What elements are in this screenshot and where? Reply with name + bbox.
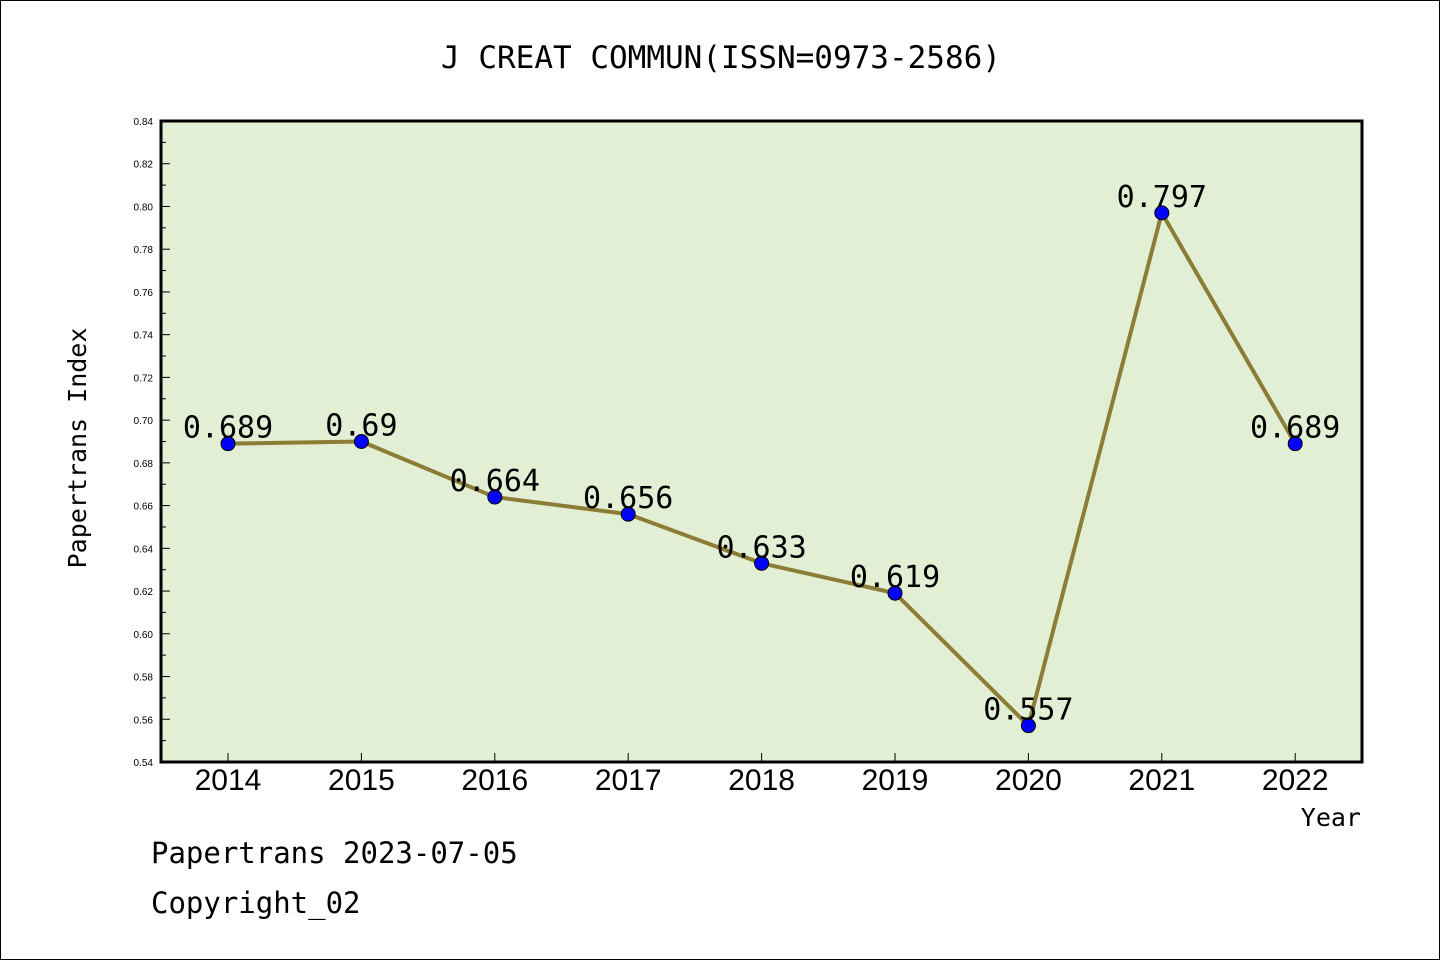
x-tick-label: 2019 — [862, 764, 929, 797]
x-tick-label: 2021 — [1128, 764, 1195, 797]
x-tick-label: 2022 — [1262, 764, 1329, 797]
data-label: 0.633 — [716, 530, 806, 565]
footer-copyright: Copyright_02 — [151, 886, 361, 920]
x-tick-label: 2017 — [595, 764, 662, 797]
y-tick-label: 0.68 — [134, 459, 154, 470]
data-point — [620, 506, 636, 522]
y-tick-label: 0.66 — [134, 502, 154, 513]
data-point — [754, 555, 770, 571]
data-point — [220, 436, 236, 452]
y-tick-label: 0.70 — [134, 416, 154, 427]
y-tick-label: 0.64 — [134, 544, 154, 555]
x-tick-label: 2015 — [328, 764, 395, 797]
data-point — [887, 585, 903, 601]
data-point — [353, 434, 369, 449]
y-axis-label: Papertrans Index — [63, 328, 92, 569]
series-papertrans-index: 0.689 0.69 0.664 0.656 0.633 0.619 0.557 0.797 0… — [183, 180, 1340, 734]
y-tick-label: 0.60 — [134, 630, 154, 641]
y-tick-label: 0.74 — [134, 331, 154, 342]
y-tick-label: 0.78 — [134, 245, 154, 256]
data-point — [1287, 436, 1303, 452]
x-tick-label: 2018 — [728, 764, 795, 797]
y-tick-label: 0.56 — [134, 715, 154, 726]
x-tick-label: 2016 — [461, 764, 528, 797]
data-label: 0.797 — [1117, 180, 1207, 215]
y-tick-label: 0.84 — [134, 117, 154, 128]
data-label: 0.689 — [1250, 411, 1340, 446]
x-axis-label: Year — [1301, 803, 1361, 832]
data-label: 0.619 — [850, 560, 940, 595]
x-axis: 2014 2015 2016 2017 2018 2019 2020 2021 2022 — [195, 753, 1329, 797]
x-tick-label: 2020 — [995, 764, 1062, 797]
y-tick-label: 0.82 — [134, 160, 154, 171]
data-label: 0.656 — [583, 481, 673, 516]
y-tick-label: 0.80 — [134, 202, 154, 213]
y-tick-label: 0.76 — [134, 288, 154, 299]
chart-title: J CREAT COMMUN(ISSN=0973-2586) — [441, 40, 1001, 76]
data-label: 0.557 — [983, 693, 1073, 728]
data-label: 0.689 — [183, 411, 273, 446]
y-tick-label: 0.54 — [134, 758, 154, 769]
data-point — [1154, 205, 1170, 221]
data-label: 0.664 — [450, 464, 540, 499]
footer-date: Papertrans 2023-07-05 — [151, 836, 518, 870]
data-label: 0.69 — [325, 409, 397, 444]
y-axis: 0.54 0.56 0.58 0.60 0.62 0.64 0.66 0.68 0.70 0.72… — [134, 117, 170, 769]
y-tick-label: 0.72 — [134, 373, 154, 384]
y-tick-label: 0.58 — [134, 673, 154, 684]
data-point — [487, 489, 503, 505]
y-tick-label: 0.62 — [134, 587, 154, 598]
data-point — [1020, 718, 1036, 734]
x-tick-label: 2014 — [195, 764, 262, 797]
